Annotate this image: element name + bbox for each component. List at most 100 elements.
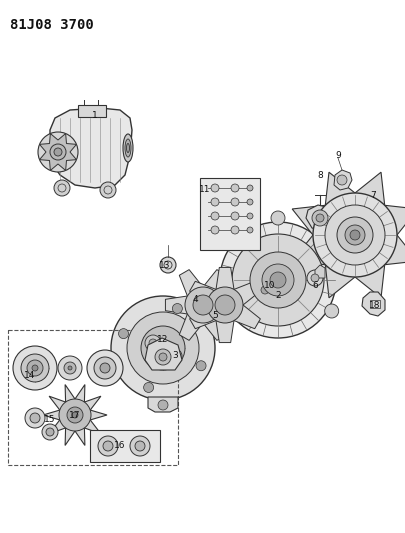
Bar xyxy=(370,300,380,308)
Polygon shape xyxy=(190,281,216,305)
Circle shape xyxy=(215,295,235,315)
Polygon shape xyxy=(203,270,227,296)
Circle shape xyxy=(307,270,323,286)
Circle shape xyxy=(103,441,113,451)
Text: 18: 18 xyxy=(369,301,381,310)
Circle shape xyxy=(270,272,286,288)
Circle shape xyxy=(251,276,279,304)
Text: 5: 5 xyxy=(212,311,218,319)
Polygon shape xyxy=(362,292,385,316)
Circle shape xyxy=(27,360,43,376)
Circle shape xyxy=(42,424,58,440)
Polygon shape xyxy=(203,314,227,341)
Polygon shape xyxy=(179,314,203,341)
Circle shape xyxy=(168,349,182,363)
Polygon shape xyxy=(165,296,188,314)
Text: 12: 12 xyxy=(157,335,169,344)
Circle shape xyxy=(247,213,253,219)
Circle shape xyxy=(350,230,360,240)
Circle shape xyxy=(211,184,219,192)
Circle shape xyxy=(38,132,78,172)
Circle shape xyxy=(135,441,145,451)
Text: 2: 2 xyxy=(275,290,281,300)
Polygon shape xyxy=(315,265,325,278)
Circle shape xyxy=(247,227,253,233)
Ellipse shape xyxy=(126,143,130,152)
Circle shape xyxy=(59,399,91,431)
Circle shape xyxy=(100,182,116,198)
Circle shape xyxy=(325,205,385,265)
Circle shape xyxy=(250,252,306,308)
Circle shape xyxy=(313,193,397,277)
Circle shape xyxy=(141,326,185,370)
Circle shape xyxy=(30,413,40,423)
Circle shape xyxy=(247,199,253,205)
Circle shape xyxy=(207,287,243,323)
Circle shape xyxy=(149,339,157,347)
Polygon shape xyxy=(334,170,352,190)
Circle shape xyxy=(54,180,70,196)
Text: 10: 10 xyxy=(264,280,276,289)
Circle shape xyxy=(231,184,239,192)
Circle shape xyxy=(217,304,231,318)
Bar xyxy=(90,430,160,462)
Text: 16: 16 xyxy=(114,440,126,449)
Polygon shape xyxy=(216,320,234,343)
Circle shape xyxy=(50,144,66,160)
Circle shape xyxy=(247,185,253,191)
Circle shape xyxy=(64,362,76,374)
Circle shape xyxy=(316,214,324,222)
Circle shape xyxy=(345,225,365,245)
Ellipse shape xyxy=(123,134,133,162)
Bar xyxy=(200,178,260,250)
Polygon shape xyxy=(190,305,216,329)
Polygon shape xyxy=(234,281,260,305)
Circle shape xyxy=(337,217,373,253)
Bar xyxy=(78,105,106,117)
Circle shape xyxy=(231,212,239,220)
Circle shape xyxy=(185,287,221,323)
Circle shape xyxy=(127,312,199,384)
Circle shape xyxy=(68,366,72,370)
Circle shape xyxy=(172,353,178,359)
Circle shape xyxy=(145,335,161,351)
Circle shape xyxy=(32,365,38,371)
Text: 13: 13 xyxy=(159,261,171,270)
Circle shape xyxy=(211,198,219,206)
Polygon shape xyxy=(179,270,203,296)
Circle shape xyxy=(160,257,176,273)
Polygon shape xyxy=(234,305,260,329)
Polygon shape xyxy=(219,296,241,314)
Circle shape xyxy=(21,354,49,382)
Text: 17: 17 xyxy=(69,410,81,419)
Circle shape xyxy=(98,436,118,456)
Circle shape xyxy=(232,234,324,326)
Circle shape xyxy=(173,303,182,313)
Circle shape xyxy=(261,286,269,294)
Circle shape xyxy=(311,274,319,282)
Circle shape xyxy=(337,175,347,185)
Circle shape xyxy=(13,346,57,390)
Circle shape xyxy=(111,296,215,400)
Circle shape xyxy=(196,361,206,371)
Circle shape xyxy=(158,400,168,410)
Text: 14: 14 xyxy=(24,370,36,379)
Polygon shape xyxy=(43,385,107,446)
Circle shape xyxy=(231,198,239,206)
Polygon shape xyxy=(145,338,182,370)
Circle shape xyxy=(193,295,213,315)
Circle shape xyxy=(262,264,294,296)
Circle shape xyxy=(144,383,153,392)
Circle shape xyxy=(325,304,339,318)
Circle shape xyxy=(220,222,336,338)
Circle shape xyxy=(58,356,82,380)
Text: 6: 6 xyxy=(312,280,318,289)
Polygon shape xyxy=(50,108,132,188)
Circle shape xyxy=(155,349,171,365)
Circle shape xyxy=(87,350,123,386)
Ellipse shape xyxy=(125,139,131,157)
Polygon shape xyxy=(148,397,178,412)
Circle shape xyxy=(159,353,167,361)
Circle shape xyxy=(100,363,110,373)
Text: 9: 9 xyxy=(335,150,341,159)
